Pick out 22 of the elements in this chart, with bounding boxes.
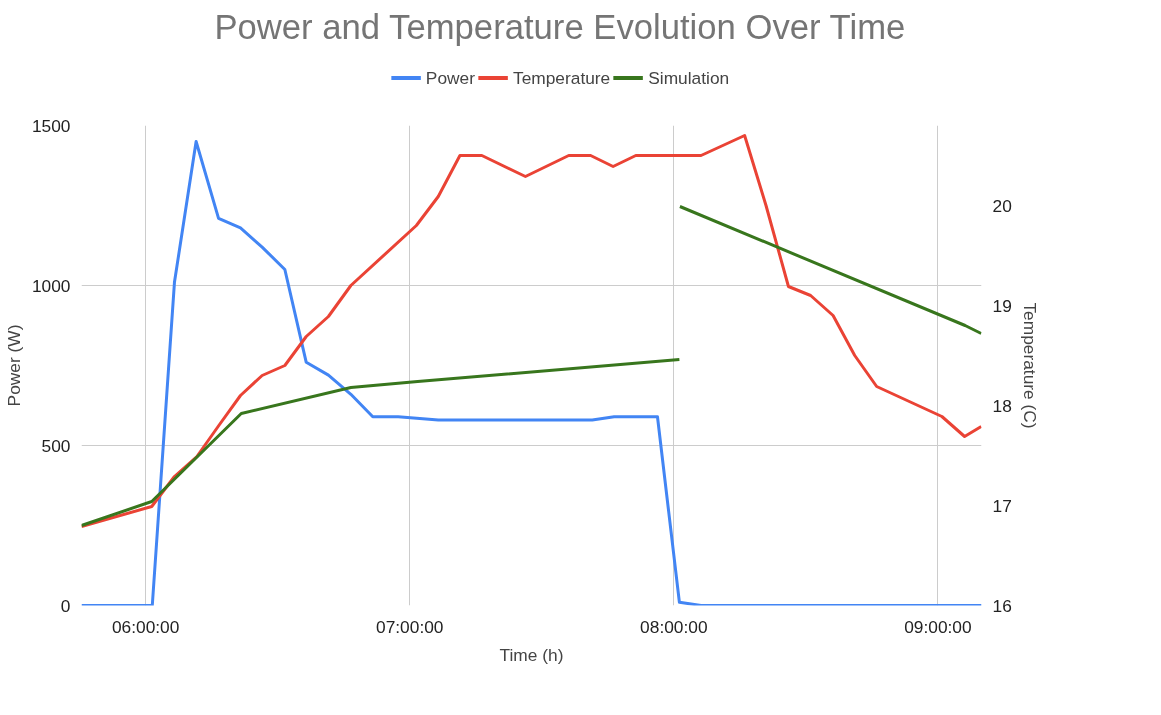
chart-title: Power and Temperature Evolution Over Time — [214, 7, 906, 46]
x-axis-title: Time (h) — [499, 644, 564, 665]
x-tick-label: 06:00:00 — [111, 616, 180, 637]
line-series — [81, 140, 982, 606]
legend-label: Temperature — [512, 67, 611, 88]
x-tick-label: 08:00:00 — [640, 616, 708, 637]
y2-tick-label: 16 — [992, 595, 1012, 616]
line-series — [81, 134, 982, 528]
y2-axis-title: Temperature (C) — [1019, 302, 1040, 429]
legend-label: Simulation — [648, 67, 730, 88]
y-tick-label: 1000 — [31, 275, 71, 296]
y2-tick-label: 17 — [992, 495, 1012, 516]
y2-tick-label: 19 — [992, 295, 1012, 316]
x-tick-label: 07:00:00 — [376, 616, 444, 637]
y-axis-title: Power (W) — [3, 324, 24, 407]
y-tick-label: 0 — [60, 595, 71, 616]
legend-label: Power — [425, 67, 475, 88]
x-tick-label: 09:00:00 — [904, 616, 972, 637]
y-tick-label: 500 — [41, 435, 71, 456]
y-tick-label: 1500 — [31, 115, 71, 136]
y2-tick-label: 20 — [992, 195, 1012, 216]
y2-tick-label: 18 — [992, 395, 1012, 416]
